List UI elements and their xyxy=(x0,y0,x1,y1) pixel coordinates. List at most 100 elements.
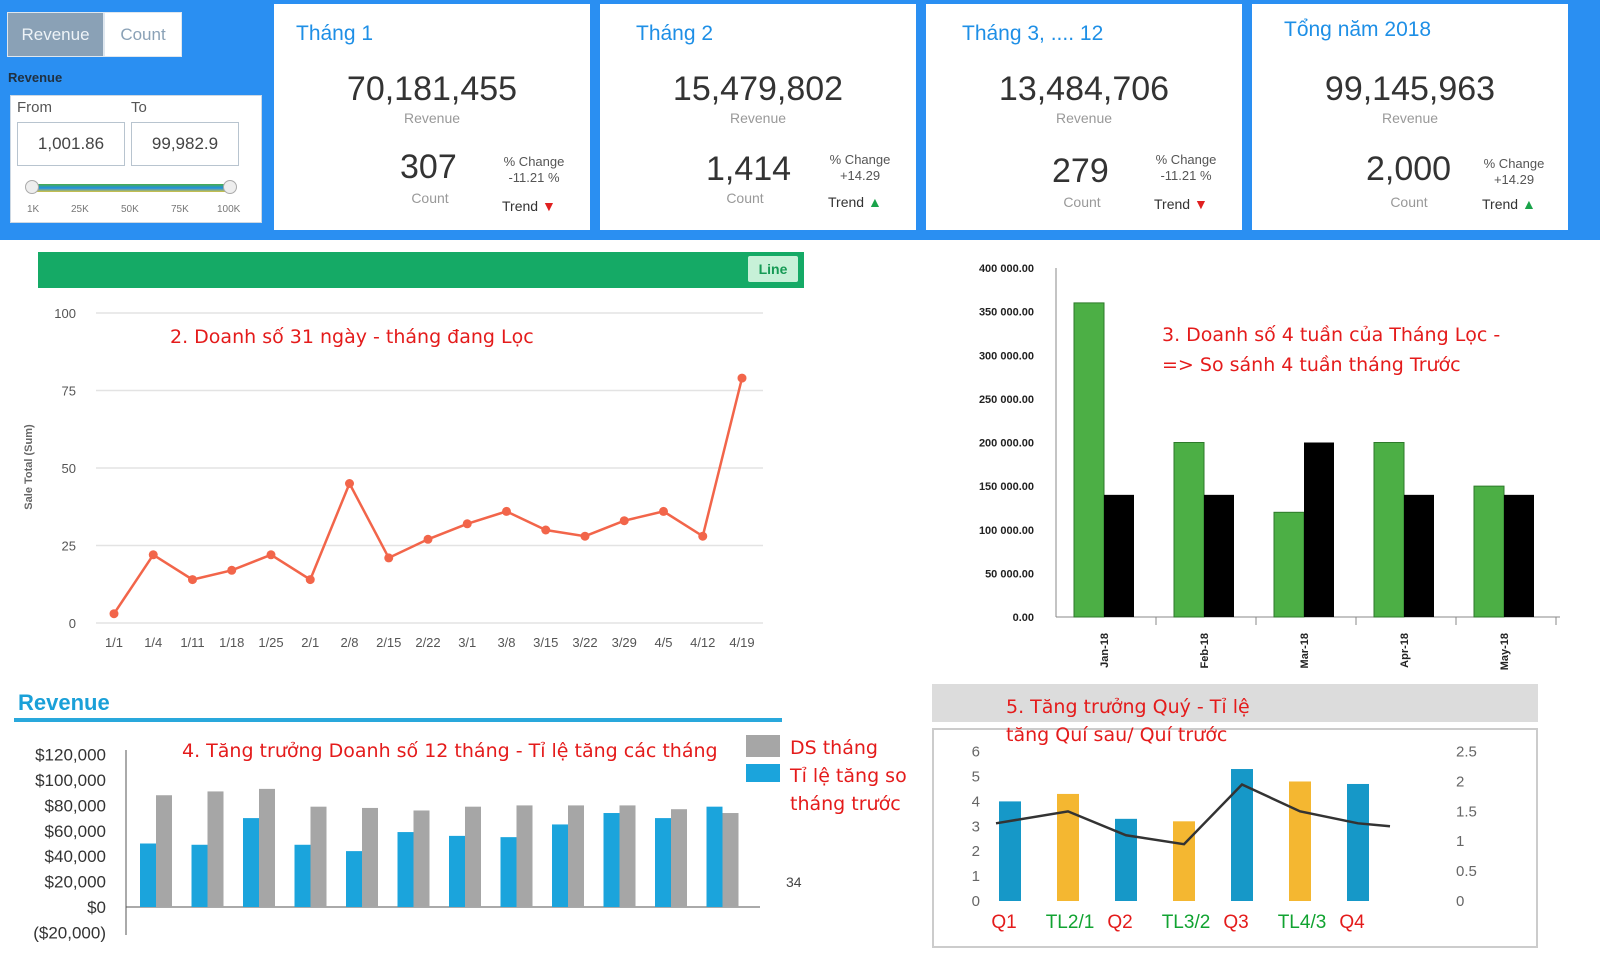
bar-ds-thang xyxy=(413,810,430,907)
from-label: From xyxy=(17,99,52,116)
to-input[interactable]: 99,982.9 xyxy=(131,122,239,166)
x-tick-label: Mar-18 xyxy=(1299,633,1311,668)
daily-sales-line-chart: 0 25 50 75 100 Sale Total (Sum) 1/1 1/4 1/11 1/18… xyxy=(23,306,763,650)
trend-down-icon: ▼ xyxy=(1193,196,1208,212)
legend-ti-le-swatch xyxy=(746,764,780,782)
y-left-tick-label: 1 xyxy=(972,868,980,885)
x-tick-label: 3/1 xyxy=(458,635,476,650)
kpi-change: % Change -11.21 % xyxy=(494,154,574,186)
y-tick-label: $60,000 xyxy=(45,822,106,841)
y-tick-label: 0.00 xyxy=(1013,612,1034,624)
y-tick-label: 50 000.00 xyxy=(985,568,1034,580)
trend-up-icon: ▲ xyxy=(1521,196,1536,212)
x-tick-label: 2/8 xyxy=(340,635,358,650)
data-point xyxy=(227,565,237,575)
bar-current-month xyxy=(1373,442,1405,618)
bar-ti-le-tang xyxy=(191,844,208,907)
bar-ti-le-tang xyxy=(500,837,517,907)
daily-sales-chart-panel: Line xyxy=(38,252,804,682)
kpi-title: Tháng 3, .... 12 xyxy=(962,22,1104,45)
y-tick-label: $20,000 xyxy=(45,873,106,892)
data-point xyxy=(148,550,158,560)
slider-tick: 50K xyxy=(121,204,139,215)
y-right-tick-label: 1.5 xyxy=(1456,803,1477,820)
y-axis-label: Sale Total (Sum) xyxy=(23,424,35,510)
kpi-card-thang-3-12: Tháng 3, .... 12 13,484,706 Revenue 279 … xyxy=(926,4,1242,230)
quarter-bar xyxy=(1057,793,1079,901)
kpi-count-label: Count xyxy=(411,190,449,206)
y-tick-label: ($20,000) xyxy=(33,923,106,942)
y-left-tick-label: 6 xyxy=(972,744,980,761)
x-tick-label: Q4 xyxy=(1339,912,1365,933)
y-left-tick-label: 2 xyxy=(972,843,980,860)
filter-section-label: Revenue xyxy=(8,70,63,85)
bar-previous-month xyxy=(1304,442,1334,617)
data-point xyxy=(345,479,354,488)
kpi-trend: Trend ▲ xyxy=(828,194,882,210)
chart-header-bar: Line xyxy=(38,252,804,288)
y-tick-label: 350 000.00 xyxy=(979,307,1034,319)
x-tick-label: 2/1 xyxy=(301,635,319,650)
bar-ds-thang xyxy=(722,813,739,907)
revenue-chart-title: Revenue xyxy=(18,690,110,715)
kpi-title: Tổng năm 2018 xyxy=(1284,18,1432,41)
slider-tick: 1K xyxy=(27,204,40,215)
kpi-change: % Change +14.29 xyxy=(820,152,900,184)
slider-tick: 100K xyxy=(217,204,241,215)
toggle-count-button[interactable]: Count xyxy=(104,12,182,57)
quarter-chart-header xyxy=(932,684,1538,722)
filter-panel: Revenue Count Revenue From To 1,001.86 9… xyxy=(0,0,272,235)
chart-type-line-button[interactable]: Line xyxy=(748,256,798,282)
y-tick-label: 150 000.00 xyxy=(979,481,1034,493)
y-left-tick-label: 0 xyxy=(972,893,980,910)
bar-current-month xyxy=(1173,442,1205,618)
x-tick-label: 3/22 xyxy=(572,635,597,650)
x-tick-label: 4/5 xyxy=(654,635,672,650)
range-slider-min-handle[interactable] xyxy=(25,180,39,194)
kpi-change: % Change +14.29 xyxy=(1474,156,1554,188)
legend-ds-thang-label: DS tháng xyxy=(790,737,878,759)
bar-ds-thang xyxy=(568,805,584,907)
bar-ti-le-tang xyxy=(294,844,311,907)
x-tick-label: 1/25 xyxy=(258,635,283,650)
legend-ds-thang-swatch xyxy=(746,735,780,757)
y-right-tick-label: 1 xyxy=(1456,833,1464,850)
chart3-annotation-line1: 3. Doanh số 4 tuần của Tháng Lọc - xyxy=(1162,324,1501,346)
kpi-count-label: Count xyxy=(1063,194,1101,210)
kpi-count: 1,414 xyxy=(706,150,792,188)
quarter-bar xyxy=(1231,769,1253,901)
revenue-range-box: From To 1,001.86 99,982.9 1K 25K 50K 75K… xyxy=(10,95,262,223)
x-tick-label: 4/19 xyxy=(729,635,754,650)
from-input[interactable]: 1,001.86 xyxy=(17,122,125,166)
x-tick-label: 1/4 xyxy=(144,635,162,650)
x-tick-label: May-18 xyxy=(1499,633,1511,670)
x-tick-label: 2/15 xyxy=(376,635,401,650)
bar-ti-le-tang xyxy=(346,851,362,907)
toggle-revenue-button[interactable]: Revenue xyxy=(7,12,104,57)
kpi-change-label: % Change xyxy=(503,154,565,169)
y-right-tick-label: 2 xyxy=(1456,773,1464,790)
x-tick-label: Q2 xyxy=(1107,912,1132,933)
monthly-revenue-bar-chart: ($20,000) $0 $20,000 $40,000 $60,000 $80,000 $… xyxy=(33,746,760,942)
range-slider-max-handle[interactable] xyxy=(223,180,237,194)
bar-ds-thang xyxy=(310,806,327,907)
x-tick-label: 1/1 xyxy=(105,635,123,650)
y-tick-label: 300 000.00 xyxy=(979,350,1034,362)
data-point xyxy=(109,609,119,619)
kpi-count: 2,000 xyxy=(1366,150,1452,188)
data-point xyxy=(384,553,394,563)
quarter-growth-chart: 0 1 2 3 4 5 6 0 0.5 1 1.5 2 2.5 Q1 TL2/1 Q2 TL3/2 Q3 TL4/3… xyxy=(972,744,1477,933)
y-tick-label: $40,000 xyxy=(45,847,106,866)
kpi-change-label: % Change xyxy=(829,152,891,167)
chart4-annotation: 4. Tăng trưởng Doanh số 12 tháng - Tỉ lệ… xyxy=(182,740,718,762)
kpi-revenue-label: Revenue xyxy=(1055,110,1113,126)
bar-ds-thang xyxy=(207,791,224,907)
data-point xyxy=(698,531,708,541)
range-slider-track[interactable] xyxy=(31,184,231,192)
data-point xyxy=(541,525,551,535)
chart3-annotation-line2: => So sánh 4 tuần tháng Trước xyxy=(1162,354,1461,376)
kpi-title: Tháng 2 xyxy=(636,22,714,45)
y-tick-label: 400 000.00 xyxy=(979,263,1034,275)
kpi-change-value: -11.21 % xyxy=(1160,168,1212,183)
y-tick-label: 100 000.00 xyxy=(979,525,1034,537)
